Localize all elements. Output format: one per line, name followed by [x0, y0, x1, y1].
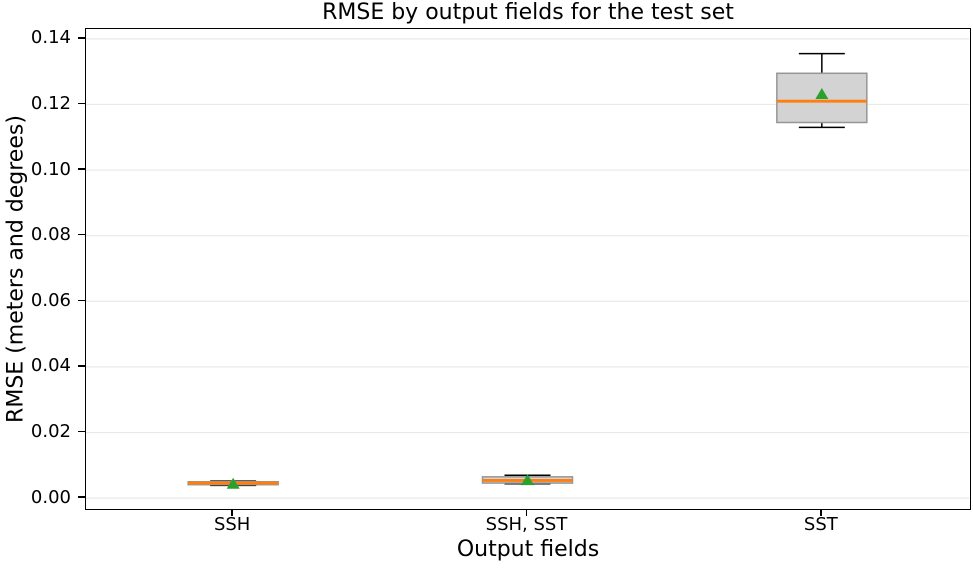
boxplot-canvas: [86, 38, 969, 499]
x-tick-label: SST: [803, 514, 838, 535]
y-tick-mark: [78, 233, 85, 236]
y-tick-mark: [78, 430, 85, 433]
plot-area: [85, 28, 971, 510]
y-tick-label: 0.10: [30, 158, 71, 180]
x-axis-label: Output fields: [456, 537, 600, 562]
y-tick-label: 0.06: [30, 289, 71, 311]
y-tick-mark: [78, 496, 85, 498]
y-tick-mark: [78, 102, 85, 105]
x-tick-mark: [525, 510, 528, 516]
y-tick-label: 0.08: [30, 224, 71, 246]
y-tick-mark: [78, 37, 85, 39]
mean-marker-triangle: [815, 87, 829, 99]
y-tick-mark: [78, 299, 85, 302]
y-tick-label: 0.14: [30, 27, 71, 49]
x-tick-label: SSH, SST: [485, 514, 568, 535]
y-tick-label: 0.04: [30, 355, 71, 377]
mean-marker-triangle: [226, 477, 240, 489]
y-tick-label: 0.02: [30, 421, 71, 443]
y-tick-mark: [78, 168, 85, 170]
y-tick-label: 0.00: [30, 486, 71, 508]
x-tick-mark: [231, 510, 233, 516]
x-tick-mark: [820, 510, 822, 516]
mean-marker-triangle: [521, 474, 534, 486]
x-tick-label: SSH: [213, 514, 251, 535]
y-tick-mark: [78, 365, 85, 367]
chart-title: RMSE by output fields for the test set: [322, 0, 734, 25]
y-tick-label: 0.12: [30, 92, 71, 114]
